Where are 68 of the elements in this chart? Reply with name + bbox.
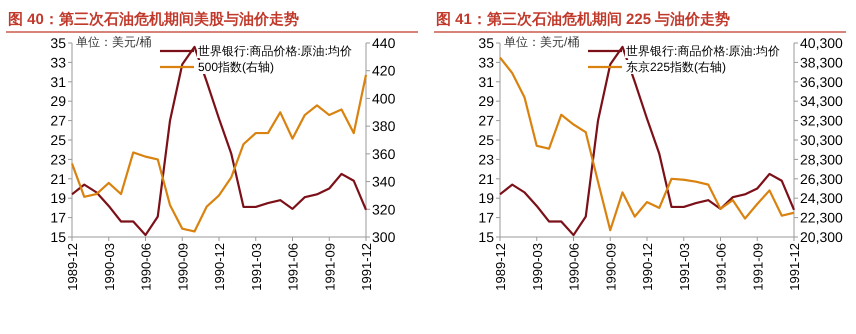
x-tick-label: 1990-09 [175,243,190,291]
y-tick-label: 33 [50,54,66,70]
y-tick-label: 27 [50,112,66,129]
chart-title: 图 40：第三次石油危机期间美股与油价走势 [8,10,299,28]
x-tick-label: 1989-12 [493,243,508,291]
y-axis-title: 单位：美元/桶 [504,35,580,49]
y-tick-label: 23 [478,151,494,168]
x-tick-label: 1991-03 [676,243,692,291]
chart-title: 图 41：第三次石油危机期间 225 与油价走势 [436,11,730,28]
y2-tick-label: 24,300 [800,190,844,206]
y-tick-label: 29 [478,93,494,110]
y2-tick-label: 34,300 [800,93,844,110]
y2-tick-label: 28,300 [800,151,844,168]
y2-tick-label: 36,300 [800,74,844,90]
y-tick-label: 15 [478,229,494,245]
x-tick-label: 1991-03 [248,243,264,291]
y2-tick-label: 440 [372,35,396,51]
y2-tick-label: 22,300 [800,210,844,226]
y-tick-label: 19 [478,190,494,206]
x-tick-label: 1990-03 [102,243,117,291]
y2-tick-label: 20,300 [800,229,844,245]
x-tick-label: 1990-06 [138,243,154,291]
y2-tick-label: 320 [372,201,396,218]
y-tick-label: 17 [50,210,66,226]
y-tick-label: 33 [478,54,494,70]
x-tick-label: 1989-12 [65,243,80,291]
y2-tick-label: 40,300 [800,35,844,51]
legend-label: 世界银行:商品价格:原油:均价 [198,44,352,58]
y-tick-label: 25 [478,132,494,148]
y-tick-label: 19 [50,190,66,206]
y2-tick-label: 360 [372,146,396,162]
y2-tick-label: 400 [372,90,396,106]
line-series [70,74,368,233]
y2-tick-label: 380 [372,118,396,134]
y2-tick-label: 420 [372,62,396,79]
y-tick-label: 25 [50,132,66,148]
x-tick-label: 1991-06 [714,243,728,291]
y-tick-label: 31 [478,74,494,90]
legend-label: 世界银行:商品价格:原油:均价 [626,44,780,58]
x-tick-label: 1990-09 [603,243,618,291]
y2-tick-label: 38,300 [800,54,844,70]
y-tick-label: 15 [50,229,66,245]
y2-tick-label: 26,300 [800,170,844,187]
x-tick-label: 1991-12 [787,243,802,291]
y-tick-label: 21 [478,170,494,187]
y2-tick-label: 340 [372,174,396,190]
legend-label: 东京225指数(右轴) [626,60,726,74]
y-axis-title: 单位：美元/桶 [76,35,152,49]
y-tick-label: 27 [478,112,494,129]
y-tick-label: 35 [478,35,494,51]
x-tick-label: 1990-03 [530,243,545,291]
x-tick-label: 1991-12 [359,243,374,291]
x-tick-label: 1990-12 [640,243,655,291]
y-tick-label: 17 [478,210,494,226]
x-tick-label: 1991-09 [750,243,766,291]
y2-tick-label: 32,300 [800,112,844,129]
legend-label: 500指数(右轴) [198,60,274,74]
y-tick-label: 31 [50,74,66,90]
y-tick-label: 35 [50,35,66,51]
x-tick-label: 1991-09 [322,243,338,291]
x-tick-label: 1990-12 [212,243,227,291]
y2-tick-label: 300 [372,229,396,245]
y-tick-label: 21 [50,170,66,187]
x-tick-label: 1991-06 [286,243,300,291]
y2-tick-label: 30,300 [800,132,844,148]
y-tick-label: 29 [50,93,66,110]
y-tick-label: 23 [50,151,66,168]
x-tick-label: 1990-06 [566,243,582,291]
